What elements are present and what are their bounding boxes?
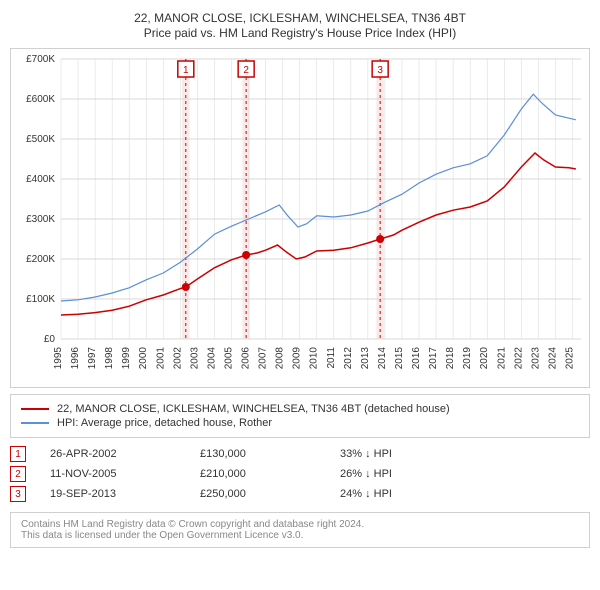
svg-text:2018: 2018 (445, 347, 456, 370)
svg-text:1998: 1998 (104, 347, 115, 370)
transaction-price: £250,000 (200, 488, 340, 500)
transaction-price: £130,000 (200, 448, 340, 460)
price-chart: £0 £100K £200K £300K £400K £500K £600K £700K 199… (10, 48, 590, 388)
title-line-1: 22, MANOR CLOSE, ICKLESHAM, WINCHELSEA, … (10, 11, 590, 25)
svg-text:2003: 2003 (189, 347, 200, 370)
svg-text:2: 2 (243, 65, 249, 76)
transaction-marker-icon: 1 (10, 446, 26, 462)
svg-text:2025: 2025 (564, 347, 575, 370)
legend-item: 22, MANOR CLOSE, ICKLESHAM, WINCHELSEA, … (21, 403, 579, 415)
footer-line: Contains HM Land Registry data © Crown c… (21, 519, 579, 530)
svg-text:2024: 2024 (547, 347, 558, 370)
transaction-date: 11-NOV-2005 (50, 468, 200, 480)
svg-text:2001: 2001 (155, 347, 166, 370)
legend-item: HPI: Average price, detached house, Roth… (21, 417, 579, 429)
svg-text:£300K: £300K (26, 214, 55, 225)
svg-text:1997: 1997 (87, 347, 98, 370)
legend-swatch (21, 408, 49, 410)
transaction-row: 2 11-NOV-2005 £210,000 26% ↓ HPI (10, 466, 590, 482)
svg-text:£100K: £100K (26, 294, 55, 305)
legend: 22, MANOR CLOSE, ICKLESHAM, WINCHELSEA, … (10, 394, 590, 438)
svg-text:2012: 2012 (343, 347, 354, 370)
svg-text:£600K: £600K (26, 94, 55, 105)
svg-text:2016: 2016 (411, 347, 422, 370)
svg-text:£0: £0 (44, 334, 56, 345)
svg-text:2022: 2022 (513, 347, 524, 370)
svg-text:1999: 1999 (121, 347, 132, 370)
chart-svg: £0 £100K £200K £300K £400K £500K £600K £700K 199… (11, 49, 591, 389)
svg-text:2000: 2000 (138, 347, 149, 370)
svg-text:2009: 2009 (292, 347, 303, 370)
svg-text:2008: 2008 (275, 347, 286, 370)
svg-text:£200K: £200K (26, 254, 55, 265)
svg-text:1996: 1996 (70, 347, 81, 370)
svg-text:1: 1 (183, 65, 189, 76)
legend-label: 22, MANOR CLOSE, ICKLESHAM, WINCHELSEA, … (57, 403, 450, 415)
transaction-table: 1 26-APR-2002 £130,000 33% ↓ HPI 2 11-NO… (10, 446, 590, 502)
svg-text:2021: 2021 (496, 347, 507, 370)
transaction-date: 26-APR-2002 (50, 448, 200, 460)
svg-text:3: 3 (377, 65, 383, 76)
svg-text:2017: 2017 (428, 347, 439, 370)
transaction-date: 19-SEP-2013 (50, 488, 200, 500)
transaction-row: 3 19-SEP-2013 £250,000 24% ↓ HPI (10, 486, 590, 502)
svg-text:2014: 2014 (377, 347, 388, 370)
legend-label: HPI: Average price, detached house, Roth… (57, 417, 272, 429)
svg-text:2011: 2011 (326, 347, 337, 369)
svg-text:2015: 2015 (394, 347, 405, 370)
svg-text:2023: 2023 (530, 347, 541, 370)
svg-text:2002: 2002 (172, 347, 183, 370)
svg-text:£500K: £500K (26, 134, 55, 145)
transaction-marker-icon: 2 (10, 466, 26, 482)
transaction-diff: 26% ↓ HPI (340, 468, 490, 480)
attribution-footer: Contains HM Land Registry data © Crown c… (10, 512, 590, 548)
svg-text:2013: 2013 (360, 347, 371, 370)
transaction-marker-icon: 3 (10, 486, 26, 502)
svg-text:2005: 2005 (223, 347, 234, 370)
transaction-diff: 24% ↓ HPI (340, 488, 490, 500)
footer-line: This data is licensed under the Open Gov… (21, 530, 579, 541)
transaction-diff: 33% ↓ HPI (340, 448, 490, 460)
svg-text:2004: 2004 (206, 347, 217, 370)
svg-text:£700K: £700K (26, 54, 55, 65)
legend-swatch (21, 422, 49, 424)
svg-text:2020: 2020 (479, 347, 490, 370)
svg-text:2010: 2010 (309, 347, 320, 370)
chart-title-block: 22, MANOR CLOSE, ICKLESHAM, WINCHELSEA, … (10, 11, 590, 40)
svg-text:2006: 2006 (241, 347, 252, 370)
svg-text:£400K: £400K (26, 174, 55, 185)
svg-text:1995: 1995 (53, 347, 64, 370)
transaction-price: £210,000 (200, 468, 340, 480)
transaction-row: 1 26-APR-2002 £130,000 33% ↓ HPI (10, 446, 590, 462)
title-line-2: Price paid vs. HM Land Registry's House … (10, 26, 590, 40)
svg-text:2007: 2007 (258, 347, 269, 370)
svg-text:2019: 2019 (462, 347, 473, 370)
